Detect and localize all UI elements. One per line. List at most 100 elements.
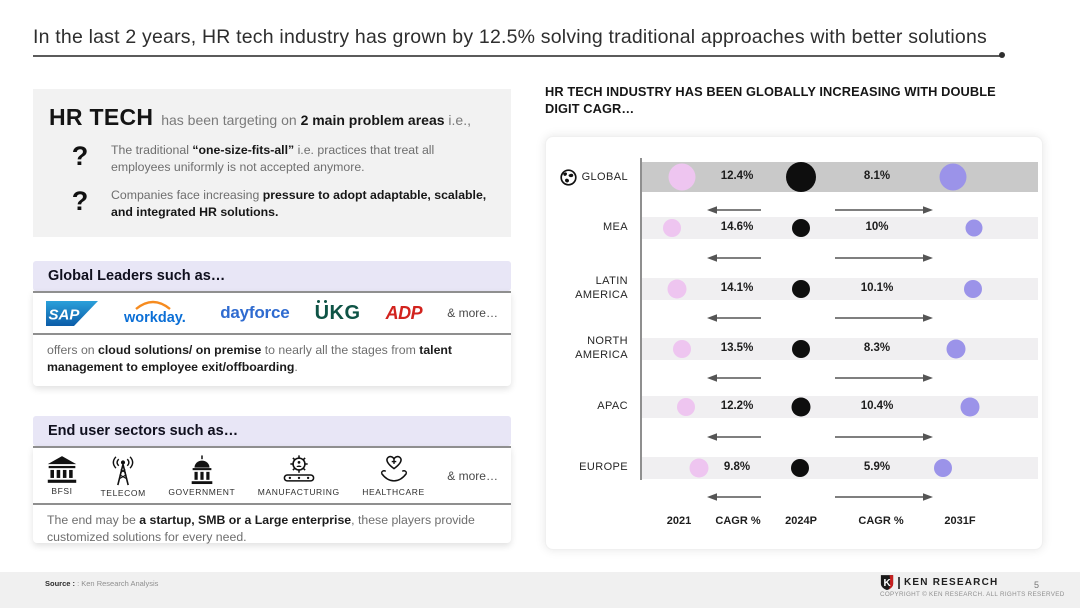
bullet1-bold: “one-size-fits-all”	[192, 143, 295, 157]
bullet1-pre: The traditional	[111, 143, 193, 157]
workday-arc-icon	[135, 300, 171, 310]
marker-2024p	[792, 219, 810, 237]
problem-bullet-2: ? Companies face increasing pressure to …	[49, 185, 495, 221]
sector-telecom: TELECOM	[101, 454, 146, 498]
desc-bold2: talent management to employee exit/offbo…	[47, 343, 453, 375]
sector-icon-row: BFSI TELECOM GOVERNME	[33, 446, 511, 505]
heading-bold: 2 main problem areas	[300, 112, 445, 128]
axis-label-cagr2: CAGR %	[858, 515, 904, 527]
vendor-logo-row: SAP workday. dayforce UKG ADP & more…	[33, 291, 511, 335]
marker-2024p	[792, 340, 810, 358]
arrow-right-icon	[835, 314, 933, 322]
problem-bullet-1: ? The traditional “one-size-fits-all” i.…	[49, 141, 495, 176]
question-mark-icon: ?	[71, 185, 89, 216]
question-mark-icon: ?	[71, 141, 89, 171]
arrow-left-icon	[707, 314, 761, 322]
sdesc-bold: a startup, SMB or a Large enterprise	[139, 513, 352, 527]
ken-research-logo: K KEN RESEARCH	[880, 574, 998, 591]
marker-2024p	[786, 162, 816, 192]
arrow-left-icon	[707, 206, 761, 214]
hr-tech-label: HR TECH	[49, 104, 154, 130]
bank-icon	[47, 456, 77, 483]
marker-2021	[689, 458, 709, 478]
sector-government: GOVERNMENT	[168, 454, 235, 497]
sector-healthcare: HEALTHCARE	[362, 454, 425, 497]
cagr-value: 10.1%	[860, 282, 894, 294]
arrow-left-icon	[707, 493, 761, 501]
sap-logo: SAP	[46, 300, 98, 326]
cagr-value: 14.1%	[720, 282, 754, 294]
title-underline	[33, 55, 1001, 57]
cagr-value: 12.4%	[720, 170, 754, 182]
chart-band	[642, 396, 1038, 418]
sector-label: HEALTHCARE	[362, 487, 425, 497]
cagr-value: 10.4%	[860, 400, 894, 412]
antenna-tower-icon	[112, 455, 134, 485]
marker-2021	[663, 219, 681, 237]
sector-label: GOVERNMENT	[168, 487, 236, 497]
region-label: NORTH AMERICA	[575, 335, 628, 361]
cagr-value: 8.3%	[863, 342, 891, 354]
chart-title: HR TECH INDUSTRY HAS BEEN GLOBALLY INCRE…	[545, 84, 996, 116]
cagr-value: 8.1%	[863, 170, 891, 182]
sector-label: MANUFACTURING	[257, 487, 340, 497]
sector-label: BFSI	[51, 486, 73, 496]
marker-2021	[667, 279, 687, 299]
globe-icon	[559, 168, 577, 186]
bullet2-bold: pressure to adopt adaptable, scalable, a…	[111, 187, 487, 219]
chart-band	[642, 278, 1038, 300]
end-user-description: The end may be a startup, SMB or a Large…	[33, 505, 511, 546]
marker-2021	[677, 398, 695, 416]
marker-2024p	[791, 397, 811, 417]
cagr-value: 9.8%	[723, 461, 751, 473]
desc-bold1: cloud solutions/ on premise	[98, 343, 262, 357]
region-label: MEA	[602, 221, 628, 233]
adp-logo: ADP	[385, 302, 423, 323]
arrow-left-icon	[707, 374, 761, 382]
region-label-text: GLOBAL	[581, 171, 628, 183]
heading-tail: i.e.,	[444, 112, 471, 128]
more-vendors-label: & more…	[447, 306, 498, 320]
healthcare-hands-icon	[380, 455, 407, 482]
end-user-sectors-header: End user sectors such as…	[33, 416, 511, 446]
marker-2031f	[965, 219, 983, 237]
marker-2031f	[946, 339, 966, 359]
desc-mid: to nearly all the stages from	[261, 343, 420, 357]
region-label: EUROPE	[579, 461, 628, 473]
axis-label-2021: 2021	[666, 515, 692, 527]
region-label: LATIN AMERICA	[575, 275, 628, 301]
ken-research-shield-icon: K	[880, 575, 894, 590]
axis-label-cagr1: CAGR %	[715, 515, 761, 527]
arrow-right-icon	[835, 206, 933, 214]
desc-tail: .	[294, 360, 298, 375]
government-building-icon	[191, 455, 213, 485]
ken-research-brand-text: KEN RESEARCH	[904, 577, 999, 588]
marker-2021	[668, 163, 696, 191]
problem-bullet-2-text: Companies face increasing pressure to ad…	[111, 187, 495, 221]
slide-footer: Source : : Ken Research Analysis K KEN R…	[0, 572, 1080, 608]
arrow-right-icon	[835, 254, 933, 262]
axis-label-2031f: 2031F	[944, 515, 976, 527]
bullet1-post: i.e. practices that treat all employees …	[111, 143, 435, 174]
workday-logo: workday.	[123, 300, 186, 326]
region-label-global: GLOBAL	[548, 168, 628, 186]
sdesc-pre: The end may be	[47, 513, 140, 527]
cagr-value: 12.2%	[720, 400, 754, 412]
arrow-left-icon	[707, 254, 761, 262]
marker-2031f	[964, 280, 982, 298]
chart-band-global	[642, 162, 1038, 192]
marker-2031f	[960, 397, 980, 417]
cagr-value: 13.5%	[720, 342, 754, 354]
arrow-left-icon	[707, 433, 761, 441]
dayforce-logo: dayforce	[220, 303, 290, 322]
title-underline-dot	[999, 52, 1005, 58]
page-number: 5	[1034, 580, 1040, 590]
global-leaders-card: SAP workday. dayforce UKG ADP & more… of…	[33, 291, 511, 386]
sap-logo-text: SAP	[49, 306, 81, 323]
bullet2-pre: Companies face increasing	[111, 187, 263, 202]
workday-logo-text: workday.	[123, 310, 186, 326]
source-text: : Ken Research Analysis	[77, 579, 159, 588]
arrow-right-icon	[835, 493, 933, 501]
marker-2024p	[792, 280, 810, 298]
